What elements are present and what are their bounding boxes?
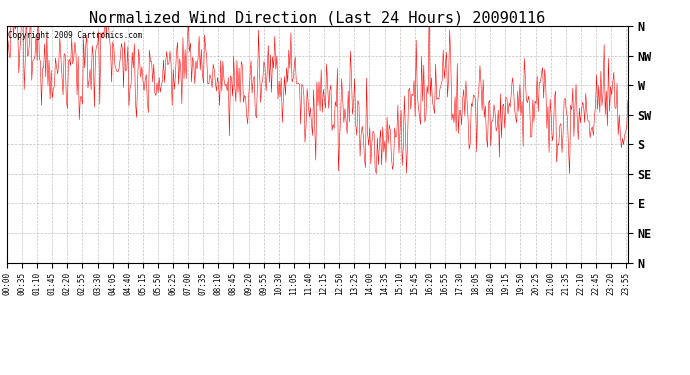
Text: Copyright 2009 Cartronics.com: Copyright 2009 Cartronics.com bbox=[8, 31, 142, 40]
Title: Normalized Wind Direction (Last 24 Hours) 20090116: Normalized Wind Direction (Last 24 Hours… bbox=[89, 10, 546, 25]
